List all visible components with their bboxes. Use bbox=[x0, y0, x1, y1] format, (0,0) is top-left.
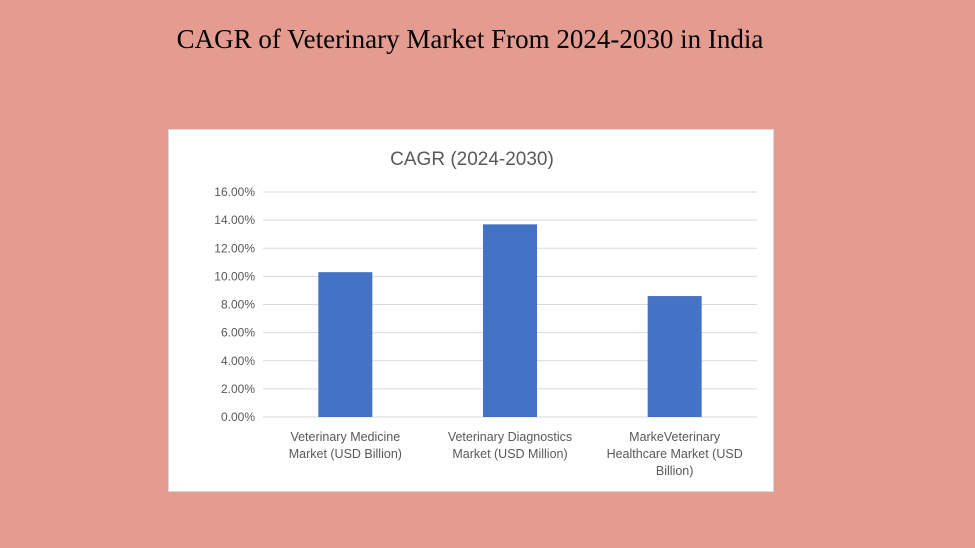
y-tick-label: 12.00% bbox=[214, 241, 255, 255]
chart-card: CAGR (2024-2030) 0.00% 2.00% 4.00% 6.00% 8.0… bbox=[168, 129, 774, 492]
x-category-label: Veterinary Medicine Market (USD Billion) bbox=[289, 430, 402, 461]
x-axis-categories: Veterinary Medicine Market (USD Billion) V… bbox=[289, 430, 743, 478]
bar bbox=[483, 224, 537, 417]
y-tick-label: 10.00% bbox=[214, 269, 255, 283]
y-tick-label: 2.00% bbox=[221, 382, 255, 396]
slide-title: CAGR of Veterinary Market From 2024-2030… bbox=[176, 24, 764, 54]
bar-chart: CAGR (2024-2030) 0.00% 2.00% 4.00% 6.00% 8.0… bbox=[214, 149, 757, 478]
bars bbox=[318, 224, 702, 417]
bar bbox=[647, 296, 702, 417]
y-tick-label: 14.00% bbox=[214, 213, 255, 227]
y-tick-label: 8.00% bbox=[221, 298, 255, 312]
y-tick-label: 0.00% bbox=[221, 410, 255, 424]
y-tick-label: 6.00% bbox=[221, 326, 255, 340]
chart-title: CAGR (2024-2030) bbox=[390, 149, 554, 170]
bar bbox=[318, 272, 373, 417]
y-tick-label: 4.00% bbox=[221, 354, 255, 368]
y-axis-ticks: 0.00% 2.00% 4.00% 6.00% 8.00% 10.00% 12.00% 14.… bbox=[214, 185, 255, 424]
x-category-label: MarkeVeterinary Healthcare Market (USD Bil… bbox=[607, 430, 743, 478]
x-category-label: Veterinary Diagnostics Market (USD Millio… bbox=[448, 430, 572, 461]
y-tick-label: 16.00% bbox=[214, 185, 255, 199]
